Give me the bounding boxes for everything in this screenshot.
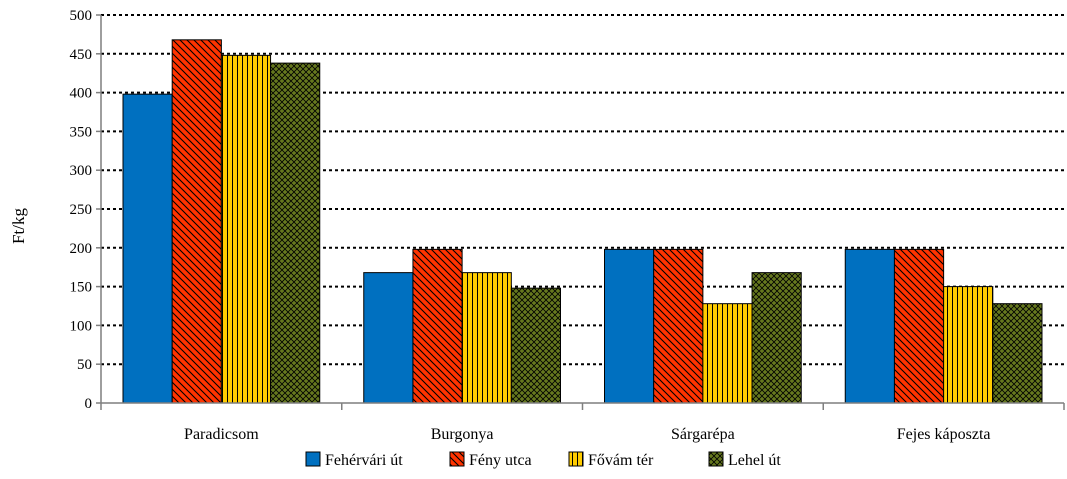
legend-label: Lehel út xyxy=(728,452,781,469)
bar xyxy=(604,248,655,404)
y-tick-label: 300 xyxy=(70,163,93,179)
y-tick-label: 150 xyxy=(70,280,93,296)
legend-label: Fővám tér xyxy=(588,452,654,469)
legend-swatch xyxy=(708,451,724,467)
y-tick-label: 250 xyxy=(70,202,93,218)
bar xyxy=(270,62,321,404)
legend-swatch xyxy=(568,451,584,467)
bar xyxy=(461,272,512,404)
bars xyxy=(122,39,1043,404)
y-tick-label: 0 xyxy=(85,396,93,412)
y-tick-label: 100 xyxy=(70,318,93,334)
x-tick-label: Burgonya xyxy=(431,426,494,443)
gridlines xyxy=(101,14,1064,366)
axes xyxy=(96,14,1065,410)
bar xyxy=(363,272,414,404)
bar xyxy=(122,93,173,404)
x-tick-label: Sárgarépa xyxy=(671,426,735,443)
y-tick-label: 450 xyxy=(70,47,93,63)
legend-swatch xyxy=(449,451,465,467)
y-axis-tick-labels: 0 50 100 150 200 250 300 350 400 450 500 xyxy=(70,8,93,412)
x-axis-tick-labels: Paradicsom Burgonya Sárgarépa Fejes káposzt… xyxy=(184,426,990,443)
y-tick-label: 400 xyxy=(70,86,93,102)
bar xyxy=(171,39,222,404)
bar xyxy=(751,272,802,404)
legend-label: Fény utca xyxy=(469,452,532,469)
legend-swatch xyxy=(305,451,321,467)
legend: Fehérvári út Fény utca Fővám tér Lehel út xyxy=(305,451,781,469)
y-tick-label: 200 xyxy=(70,241,93,257)
y-axis-label: Ft/kg xyxy=(9,208,28,244)
bar xyxy=(220,54,272,404)
bar xyxy=(412,248,463,404)
bar xyxy=(893,248,945,404)
bar xyxy=(844,248,895,404)
bar xyxy=(992,303,1043,404)
bar xyxy=(653,248,704,404)
bar xyxy=(510,287,561,404)
bar xyxy=(702,303,753,404)
x-tick-label: Fejes káposzta xyxy=(897,426,991,443)
x-tick-label: Paradicsom xyxy=(184,426,259,443)
y-tick-label: 50 xyxy=(77,357,92,373)
bar xyxy=(943,286,994,404)
legend-label: Fehérvári út xyxy=(325,452,403,469)
y-tick-label: 350 xyxy=(70,124,93,140)
y-tick-label: 500 xyxy=(70,8,93,24)
